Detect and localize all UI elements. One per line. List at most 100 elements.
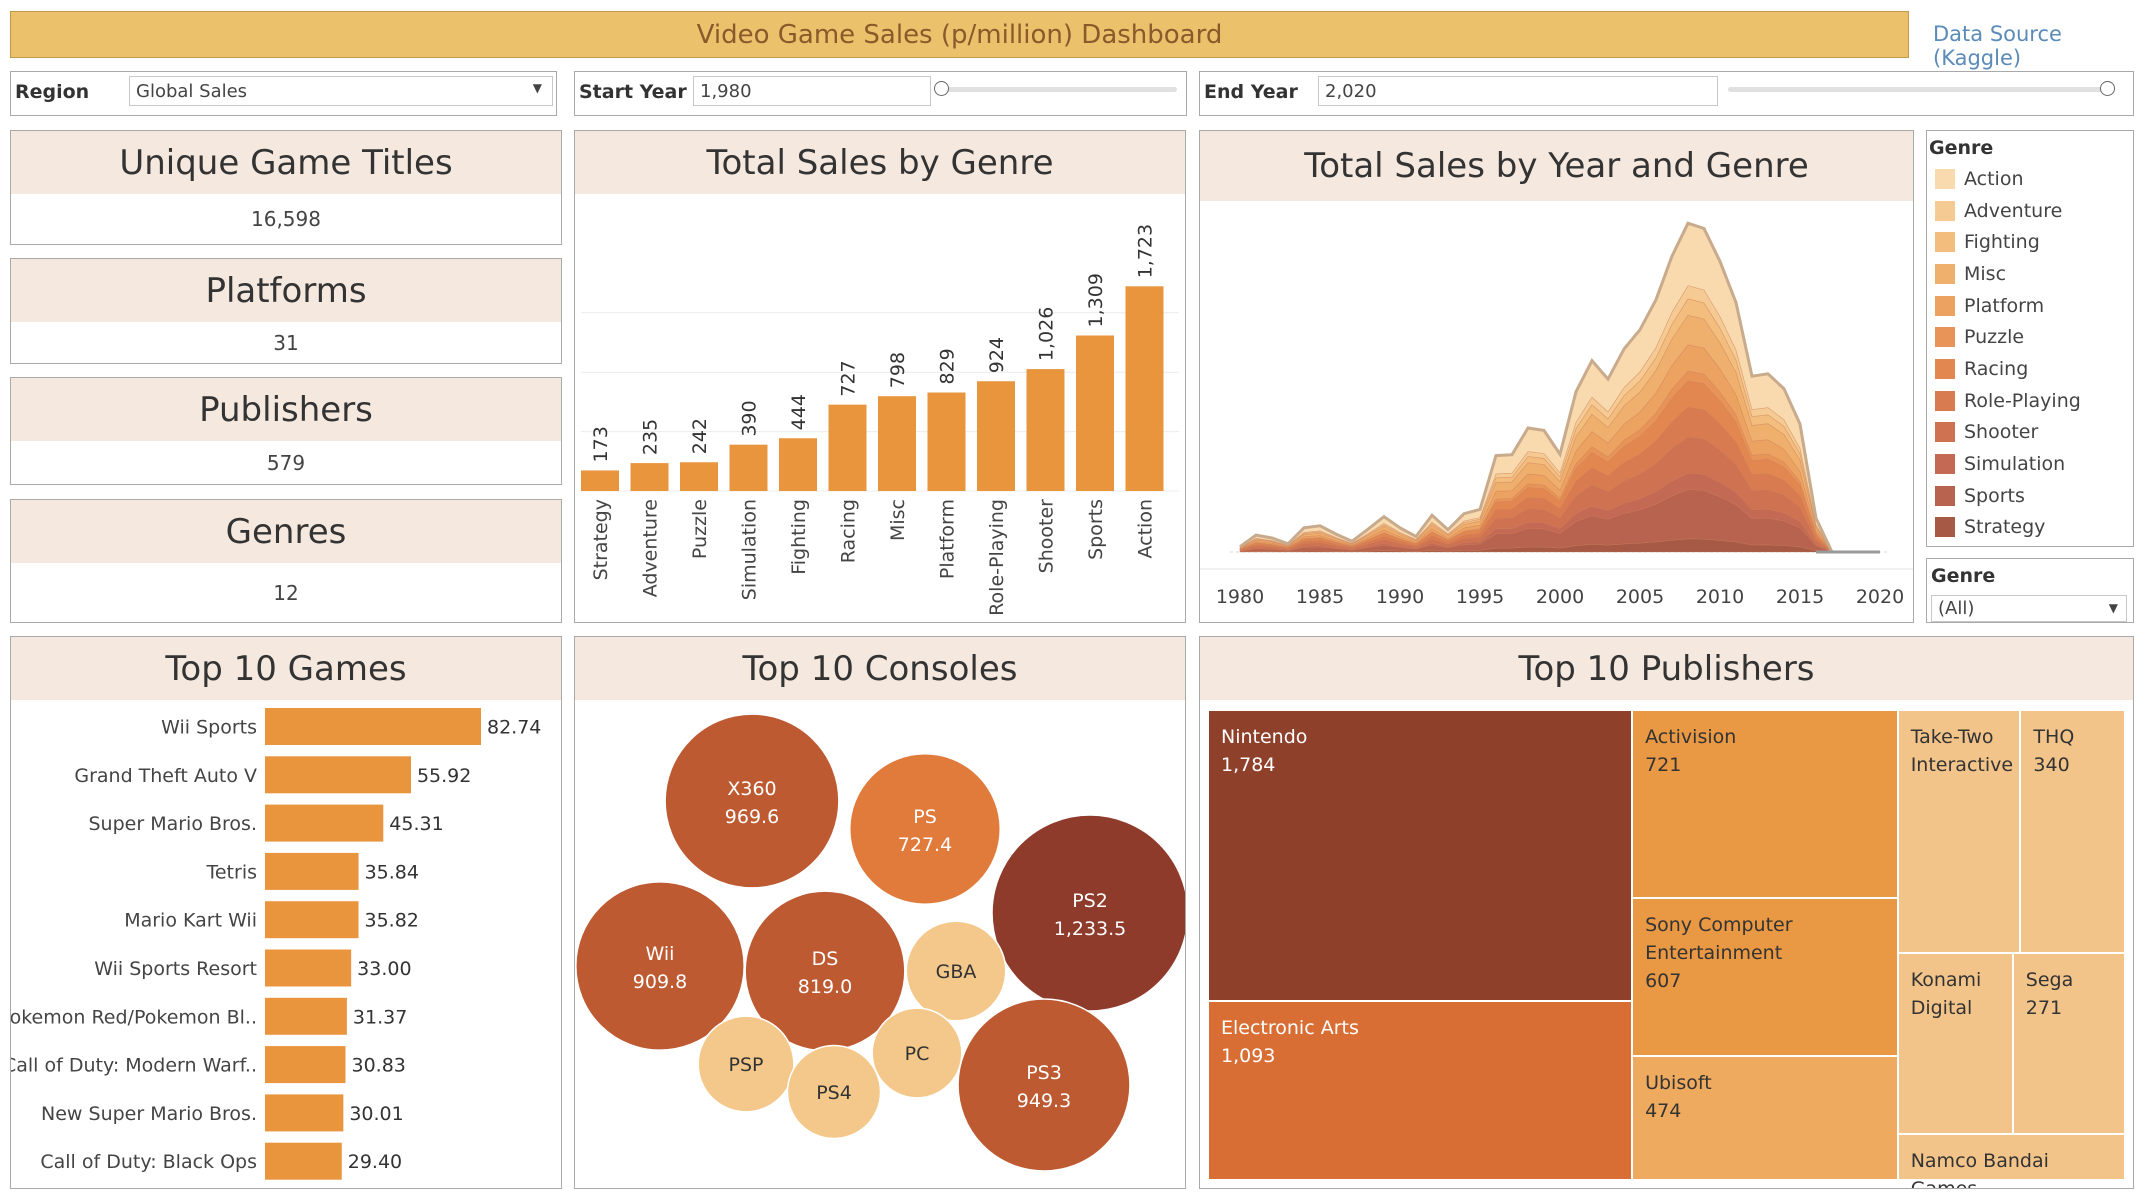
game-bar[interactable]: [265, 756, 411, 794]
legend-item-sports[interactable]: Sports: [1927, 480, 2133, 512]
bar-value-label: 444: [788, 394, 810, 430]
console-bubble-ps[interactable]: [848, 752, 1002, 906]
genre-tick-label: Fighting: [788, 499, 810, 575]
console-bubble-pc[interactable]: [871, 1007, 963, 1099]
game-value-label: 30.01: [349, 1103, 403, 1125]
legend-label: Fighting: [1964, 231, 2040, 254]
game-bar[interactable]: [265, 852, 359, 890]
kpi-value: 579: [266, 451, 306, 475]
genre-select[interactable]: (All) ▼: [1931, 595, 2127, 622]
bar-value-label: 242: [689, 418, 711, 454]
game-bar[interactable]: [265, 949, 352, 987]
legend-item-puzzle[interactable]: Puzzle: [1927, 321, 2133, 353]
region-value: Global Sales: [136, 80, 248, 102]
legend-item-action[interactable]: Action: [1927, 163, 2133, 195]
genre-bar[interactable]: [630, 463, 669, 491]
game-bar[interactable]: [265, 1094, 344, 1132]
end-year-input[interactable]: 2,020: [1318, 76, 1718, 106]
year-genre-title: Total Sales by Year and Genre: [1200, 131, 1913, 201]
end-year-slider-handle[interactable]: [2100, 81, 2115, 96]
game-value-label: 29.40: [348, 1151, 402, 1173]
start-year-value: 1,980: [700, 80, 752, 102]
publisher-cell[interactable]: Ubisoft 474: [1632, 1056, 1898, 1180]
start-year-slider-track[interactable]: [941, 87, 1177, 92]
end-year-slider-track[interactable]: [1728, 87, 2108, 92]
genre-bar[interactable]: [977, 381, 1015, 491]
publisher-cell[interactable]: Sony Computer Entertainment 607: [1632, 898, 1898, 1057]
genre-bar[interactable]: [828, 404, 867, 491]
game-value-label: 35.82: [365, 910, 419, 932]
console-bubble-psp[interactable]: [697, 1015, 795, 1113]
top-games-chart: 82.74 Wii Sports 55.92 Grand Theft Auto V 45…: [11, 708, 541, 1180]
genre-tick-label: Platform: [937, 499, 959, 579]
bar-value-label: 1,309: [1085, 273, 1107, 327]
kpi-value: 12: [273, 581, 299, 605]
legend-item-strategy[interactable]: Strategy: [1927, 512, 2133, 544]
genre-bar[interactable]: [1026, 369, 1065, 491]
data-source-link[interactable]: Data Source (Kaggle): [1933, 22, 2062, 70]
publisher-cell[interactable]: Sega 271: [2012, 953, 2125, 1134]
legend-swatch: [1935, 358, 1955, 379]
start-year-slider-handle[interactable]: [934, 81, 949, 96]
publisher-cell[interactable]: Take-Two Interactive: [1897, 710, 2021, 954]
publisher-name-label: Nintendo: [1221, 726, 1308, 748]
bar-value-label: 798: [887, 352, 909, 388]
game-bar[interactable]: [265, 708, 481, 745]
legend-item-shooter[interactable]: Shooter: [1927, 417, 2133, 449]
genre-bar[interactable]: [729, 444, 768, 491]
console-bubble-ps2[interactable]: [991, 814, 1185, 1012]
end-year-value: 2,020: [1325, 80, 1377, 102]
game-name-label: Mario Kart Wii: [124, 910, 257, 932]
game-name-label: Super Mario Bros.: [89, 813, 258, 835]
console-bubble-gba[interactable]: [905, 920, 1007, 1022]
publisher-cell[interactable]: THQ 340: [2020, 710, 2125, 954]
game-bar[interactable]: [265, 1142, 342, 1180]
publisher-cell[interactable]: Konami Digital: [1897, 953, 2013, 1134]
kpi-unique-titles: Unique Game Titles 16,598: [10, 130, 562, 245]
genre-bar[interactable]: [779, 438, 817, 491]
start-year-filter: Start Year 1,980: [574, 71, 1187, 116]
legend-swatch: [1935, 295, 1955, 316]
region-select[interactable]: Global Sales ▼: [129, 76, 553, 106]
publisher-cell[interactable]: Namco Bandai Games: [1897, 1134, 2125, 1188]
console-bubble-wii[interactable]: [575, 881, 745, 1051]
legend-label: Puzzle: [1964, 326, 2025, 349]
legend-item-role-playing[interactable]: Role-Playing: [1927, 385, 2133, 417]
legend-label: Racing: [1964, 357, 2029, 380]
publisher-cell[interactable]: Nintendo 1,784: [1208, 710, 1633, 1002]
game-bar[interactable]: [265, 997, 347, 1035]
genre-bar[interactable]: [1076, 335, 1114, 491]
start-year-input[interactable]: 1,980: [693, 76, 931, 106]
legend-item-platform[interactable]: Platform: [1927, 290, 2133, 322]
genre-bar[interactable]: [927, 392, 966, 491]
publisher-name-label: Konami Digital: [1910, 969, 1982, 1020]
game-bar[interactable]: [265, 1046, 346, 1084]
publisher-cell[interactable]: Electronic Arts 1,093: [1208, 1001, 1633, 1180]
game-bar[interactable]: [265, 804, 384, 842]
legend-item-adventure[interactable]: Adventure: [1927, 195, 2133, 227]
genre-bar[interactable]: [581, 470, 619, 491]
year-tick-label: 2005: [1616, 586, 1664, 608]
legend-item-misc[interactable]: Misc: [1927, 258, 2133, 290]
legend-item-simulation[interactable]: Simulation: [1927, 448, 2133, 480]
publisher-name-label: Namco Bandai Games: [1910, 1150, 2049, 1189]
legend-item-racing[interactable]: Racing: [1927, 353, 2133, 385]
genre-bar[interactable]: [878, 396, 916, 491]
genre-bar[interactable]: [1125, 286, 1164, 491]
console-bubble-ps3[interactable]: [957, 998, 1131, 1172]
top-publishers-title: Top 10 Publishers: [1200, 637, 2133, 700]
region-label: Region: [15, 81, 90, 103]
game-bar[interactable]: [265, 901, 359, 939]
genre-sales-panel: Total Sales by Genre 173 Strategy 235 Adven…: [574, 130, 1186, 623]
dropdown-arrow-icon: ▼: [2108, 601, 2118, 615]
bar-value-label: 727: [838, 360, 860, 396]
console-bubble-x360[interactable]: [664, 713, 840, 889]
legend-item-fighting[interactable]: Fighting: [1927, 226, 2133, 258]
genre-bar[interactable]: [680, 462, 718, 491]
genre-tick-label: Racing: [838, 499, 860, 563]
publisher-value-label: 607: [1645, 970, 1682, 993]
console-bubble-ps4[interactable]: [786, 1044, 882, 1140]
publisher-cell[interactable]: Activision 721: [1632, 710, 1898, 899]
game-value-label: 33.00: [357, 958, 411, 980]
genre-legend: Genre Action Adventure Fighting Misc Platfor…: [1926, 130, 2134, 547]
